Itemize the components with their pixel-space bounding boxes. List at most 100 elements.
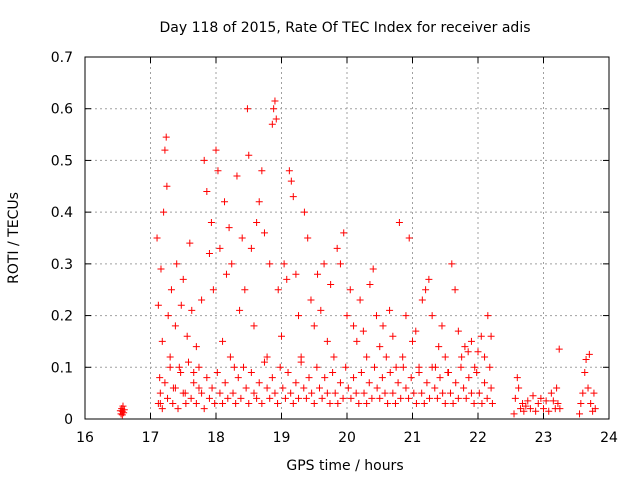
data-point: [405, 394, 413, 402]
data-point: [212, 146, 220, 154]
data-point: [179, 389, 187, 397]
data-point: [323, 389, 331, 397]
data-point: [263, 353, 271, 361]
data-point: [226, 353, 234, 361]
data-point: [346, 286, 354, 294]
data-point: [448, 260, 456, 268]
data-point: [219, 337, 227, 345]
data-point: [292, 270, 300, 278]
x-axis-label: GPS time / hours: [286, 458, 403, 474]
x-tick-label: 22: [469, 430, 487, 446]
data-point: [473, 368, 481, 376]
data-point: [304, 234, 312, 242]
data-point: [292, 379, 300, 387]
data-point: [384, 399, 392, 407]
data-point: [237, 394, 245, 402]
data-point: [205, 394, 213, 402]
data-point: [219, 399, 227, 407]
data-point: [369, 265, 377, 273]
data-point: [591, 405, 599, 413]
data-point: [513, 374, 521, 382]
data-point: [234, 374, 242, 382]
data-point: [458, 353, 466, 361]
data-point: [363, 399, 371, 407]
data-point: [412, 327, 420, 335]
data-point: [310, 322, 318, 330]
data-point: [382, 353, 390, 361]
data-point: [243, 105, 251, 113]
data-point: [274, 286, 282, 294]
data-point: [376, 343, 384, 351]
data-point: [576, 410, 584, 418]
data-point: [540, 405, 547, 413]
x-tick-label: 18: [207, 430, 225, 446]
data-point: [183, 332, 191, 340]
data-point: [300, 208, 308, 216]
data-point: [289, 193, 297, 201]
data-point: [581, 368, 589, 376]
data-point: [287, 389, 295, 397]
data-point: [192, 399, 200, 407]
data-point: [350, 322, 358, 330]
data-point: [522, 402, 530, 410]
data-point: [211, 399, 219, 407]
data-point: [300, 384, 308, 392]
data-point: [412, 399, 420, 407]
data-point: [154, 399, 162, 407]
data-point: [461, 343, 469, 351]
data-point: [471, 363, 479, 371]
data-point: [221, 198, 229, 206]
data-point: [587, 399, 595, 407]
data-point: [216, 244, 224, 252]
data-point: [336, 379, 344, 387]
data-point: [386, 306, 394, 314]
data-point: [188, 306, 196, 314]
data-point: [360, 389, 368, 397]
data-point: [229, 389, 237, 397]
data-point: [481, 379, 489, 387]
x-tick-label: 24: [600, 430, 618, 446]
data-point: [526, 405, 534, 413]
y-axis-label: ROTI / TECUs: [6, 192, 22, 284]
data-point: [481, 353, 489, 361]
data-point: [321, 374, 329, 382]
data-point: [263, 384, 271, 392]
y-tick-label: 0.6: [51, 102, 73, 118]
data-point: [475, 389, 483, 397]
data-point: [200, 156, 208, 164]
data-point: [195, 384, 203, 392]
data-point: [289, 399, 297, 407]
data-point: [253, 218, 261, 226]
data-point: [238, 234, 246, 242]
data-point: [297, 358, 305, 366]
data-point: [245, 399, 253, 407]
data-point: [363, 353, 371, 361]
data-point: [242, 384, 250, 392]
data-point: [465, 374, 473, 382]
y-tick-label: 0.4: [51, 205, 73, 221]
data-point: [462, 394, 470, 402]
data-point: [365, 379, 373, 387]
data-point: [555, 345, 563, 353]
data-point: [241, 286, 249, 294]
data-point: [222, 270, 230, 278]
data-point: [549, 397, 557, 405]
data-point: [410, 389, 418, 397]
data-point: [441, 399, 449, 407]
data-point: [340, 229, 348, 237]
data-point: [203, 374, 211, 382]
data-point: [545, 407, 553, 415]
data-point: [454, 327, 462, 335]
data-point: [331, 389, 339, 397]
data-point: [366, 281, 374, 289]
data-point: [162, 133, 170, 141]
data-point: [295, 394, 303, 402]
data-point: [446, 389, 454, 397]
data-point: [439, 389, 447, 397]
data-point: [392, 363, 400, 371]
grid: [85, 57, 609, 419]
data-point: [373, 384, 381, 392]
data-point: [327, 281, 335, 289]
data-point: [515, 384, 523, 392]
data-point: [353, 337, 361, 345]
